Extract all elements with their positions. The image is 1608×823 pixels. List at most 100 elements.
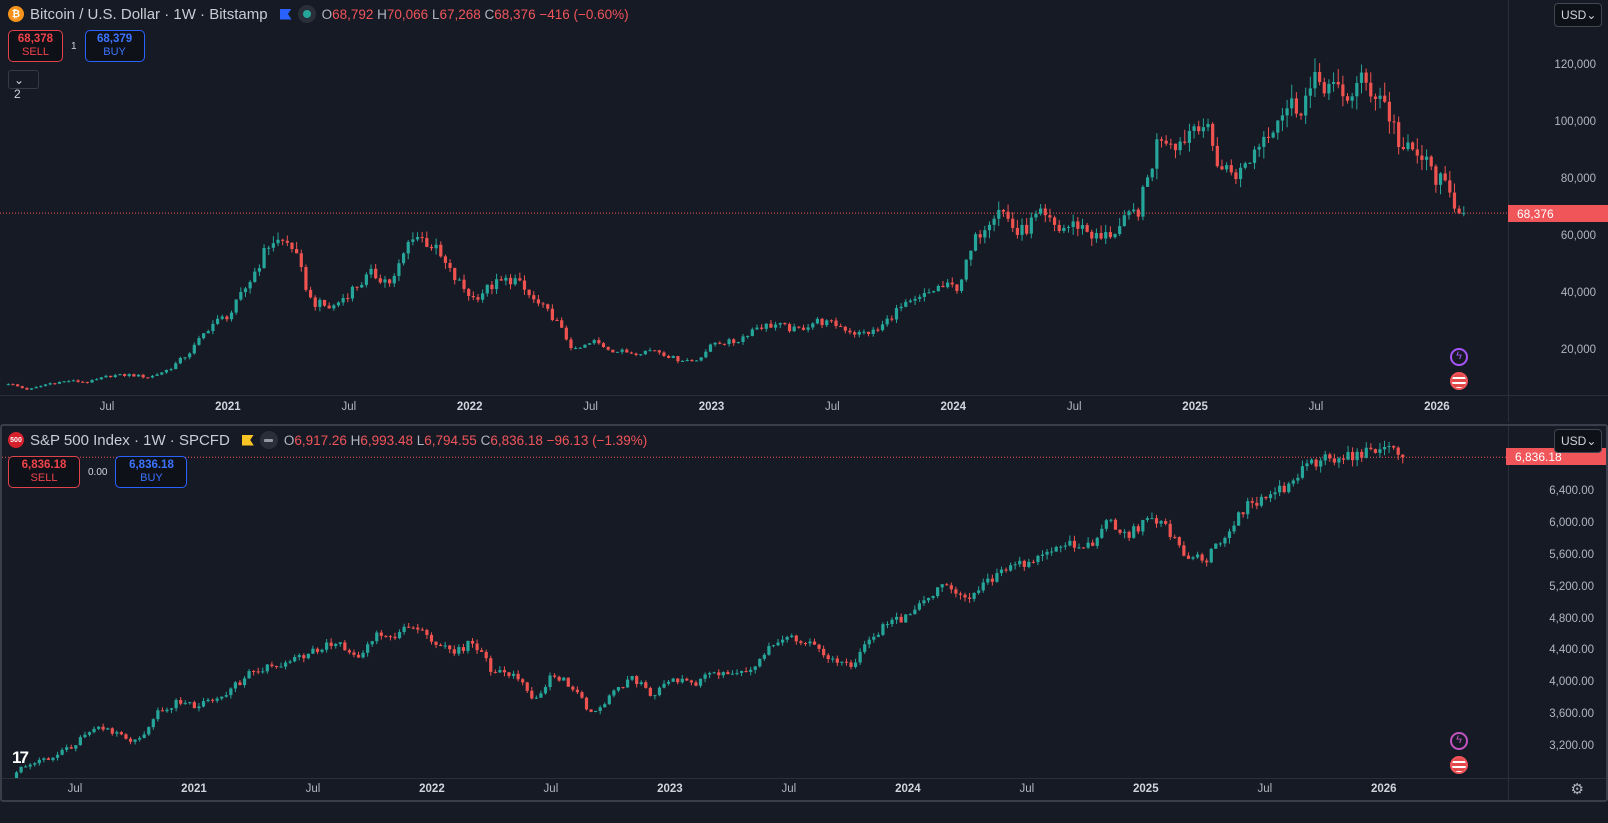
candle: [133, 739, 137, 745]
candle: [1401, 454, 1405, 464]
candle-body: [880, 324, 885, 331]
buy-button[interactable]: 6,836.18 BUY: [115, 456, 188, 488]
us-flag-icon[interactable]: [1450, 756, 1468, 774]
candle: [90, 379, 94, 383]
candle-body: [995, 573, 999, 582]
candle-body: [959, 279, 964, 291]
candle: [299, 249, 303, 272]
candle: [485, 284, 489, 297]
candle: [1268, 490, 1273, 503]
candle: [1085, 222, 1089, 233]
candle-body: [1104, 520, 1108, 529]
x-tick-label: Jul: [341, 401, 357, 413]
candle: [1034, 210, 1038, 221]
lightning-icon[interactable]: ϟ: [1450, 348, 1468, 366]
candle: [452, 645, 456, 657]
lightning-icon[interactable]: ϟ: [1450, 732, 1468, 750]
sp500-logo-icon: 500: [8, 432, 24, 448]
candle: [876, 632, 880, 638]
candle: [908, 298, 913, 304]
candle-body: [1382, 446, 1387, 450]
candle-body: [411, 239, 415, 242]
buy-button[interactable]: 68,379 BUY: [84, 30, 145, 62]
candle: [516, 670, 520, 682]
candle-body: [281, 239, 285, 241]
market-open-icon[interactable]: [297, 5, 316, 23]
candle-body: [983, 230, 987, 238]
bitcoin-candles[interactable]: [0, 0, 1508, 395]
flag-icon[interactable]: [279, 8, 292, 20]
candle-body: [964, 259, 968, 280]
candle: [332, 303, 336, 311]
candle-body: [1346, 452, 1350, 460]
candle-body: [922, 293, 926, 297]
candle: [885, 621, 890, 629]
candle: [534, 695, 538, 700]
candle-body: [42, 758, 46, 760]
candle: [758, 658, 762, 668]
candle: [1145, 174, 1150, 187]
candle: [374, 263, 378, 280]
y-tick-label: 5,600.00: [1549, 548, 1594, 561]
candle: [355, 286, 359, 291]
candle: [1141, 519, 1145, 536]
market-closed-icon[interactable]: [259, 431, 278, 449]
sell-button[interactable]: 6,836.18 SELL: [8, 456, 80, 488]
candle: [699, 356, 703, 362]
candle-body: [708, 344, 713, 352]
candle: [1229, 159, 1233, 176]
candle-body: [698, 678, 703, 686]
candle: [1031, 559, 1035, 564]
candle-body: [62, 381, 66, 383]
symbol-title[interactable]: S&P 500 Index · 1W · SPCFD: [30, 431, 230, 449]
candle-body: [1025, 224, 1029, 234]
candle-body: [571, 686, 575, 690]
sp500-chart-pane[interactable]: 500 S&P 500 Index · 1W · SPCFD O6,917.26…: [0, 424, 1608, 802]
candle-body: [1296, 477, 1300, 481]
candle-body: [530, 690, 534, 699]
candle-body: [1183, 141, 1187, 143]
candle-body: [265, 664, 269, 672]
candle: [799, 640, 803, 646]
us-flag-icon[interactable]: [1450, 372, 1468, 390]
candle-body: [1086, 542, 1090, 548]
candle-body: [1369, 447, 1373, 450]
candle-body: [680, 678, 684, 683]
candle: [313, 295, 317, 311]
candle-body: [106, 728, 110, 730]
symbol-title[interactable]: Bitcoin / U.S. Dollar · 1W · Bitstamp: [30, 5, 268, 23]
candle-body: [1273, 492, 1277, 495]
candle-body: [732, 339, 736, 344]
candle: [6, 383, 10, 386]
candle: [1282, 482, 1286, 494]
candle: [773, 321, 778, 331]
candle: [1262, 130, 1266, 159]
sell-button[interactable]: 68,378 SELL: [8, 30, 63, 62]
candle-body: [378, 278, 382, 283]
indicators-toggle[interactable]: ⌄ 2: [8, 70, 39, 101]
candle-body: [25, 387, 29, 390]
candle-body: [1309, 459, 1314, 464]
settings-gear-icon[interactable]: ⚙: [1570, 781, 1584, 798]
flag-icon[interactable]: [241, 434, 254, 446]
candle-body: [726, 672, 730, 675]
candle-body: [361, 652, 365, 658]
candle: [383, 275, 387, 288]
currency-select[interactable]: USD ⌄: [1554, 3, 1602, 27]
sp500-candles[interactable]: [2, 426, 1508, 778]
candle: [598, 705, 602, 715]
candle-body: [511, 673, 516, 676]
candle-body: [555, 320, 559, 322]
candle: [555, 317, 559, 322]
currency-select[interactable]: USD ⌄: [1554, 429, 1602, 453]
candle: [1048, 208, 1052, 223]
candle-body: [771, 645, 776, 647]
bitcoin-chart-pane[interactable]: ₿ Bitcoin / U.S. Dollar · 1W · Bitstamp …: [0, 0, 1608, 422]
candle-body: [1136, 526, 1140, 532]
candle: [1415, 138, 1419, 164]
tradingview-logo-icon[interactable]: 17: [12, 748, 29, 767]
candle-body: [498, 670, 502, 673]
y-tick-label: 4,000.00: [1549, 676, 1594, 689]
candle: [110, 727, 114, 736]
candle-body: [201, 701, 206, 707]
